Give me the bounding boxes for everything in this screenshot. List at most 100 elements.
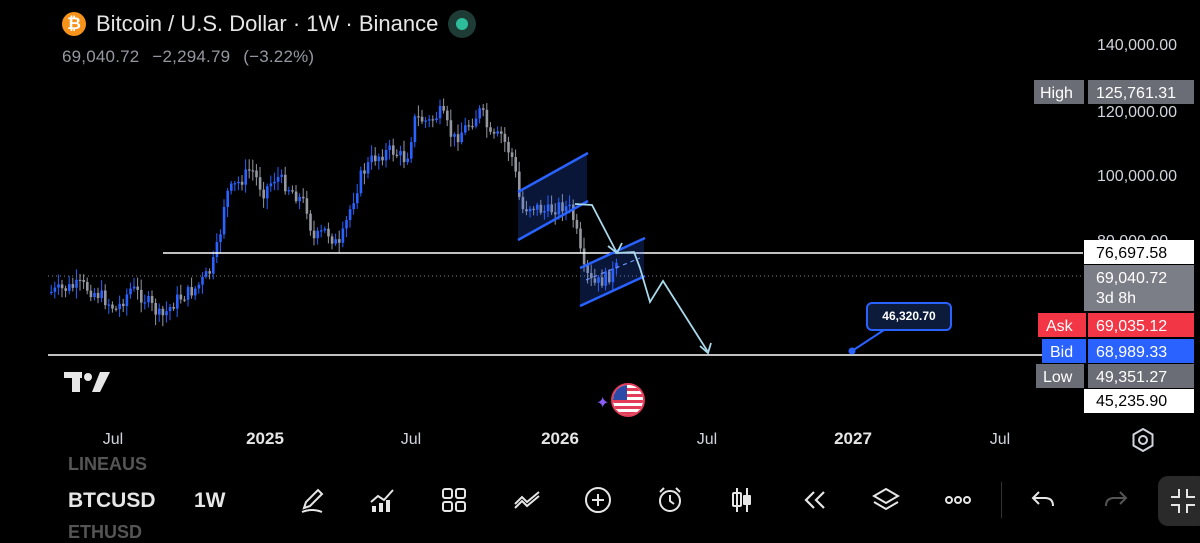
candle-body (431, 119, 435, 121)
time-tick: 2027 (834, 429, 872, 448)
candle-body (546, 204, 550, 212)
symbol-prev[interactable]: LINEAUS (68, 454, 148, 474)
tradingview-logo-icon (64, 372, 110, 392)
projected-path-arrow[interactable] (574, 203, 709, 353)
bear-flag-channel-1[interactable] (518, 153, 587, 240)
more-button[interactable] (938, 480, 978, 520)
symbol-title[interactable]: Bitcoin / U.S. Dollar · 1W · Binance (96, 11, 439, 36)
replay-button[interactable] (794, 480, 834, 520)
candle-body (471, 125, 474, 128)
candle-body (248, 169, 251, 171)
candle-body (237, 181, 240, 184)
candle-body (194, 288, 197, 296)
candle-body (284, 174, 287, 192)
candle-body (604, 271, 607, 286)
chart-type-button[interactable] (722, 480, 762, 520)
candle-body (615, 262, 618, 269)
indicators-icon (370, 489, 394, 512)
replay-icon (804, 491, 825, 509)
callout-anchor[interactable] (848, 347, 856, 355)
resistance-value: 76,697.58 (1096, 245, 1167, 262)
candle-body (179, 294, 183, 300)
channel-2-upper[interactable] (579, 236, 646, 270)
candle-body (568, 204, 571, 207)
candle-body (172, 307, 175, 309)
bar-countdown: 3d 8h (1096, 290, 1136, 307)
chart-area[interactable]: 46,320.70 140,000.00 120,000.00 100,000.… (0, 0, 1200, 460)
time-tick: Jul (697, 431, 717, 448)
low-value: 49,351.27 (1096, 369, 1167, 386)
channel-1-upper[interactable] (517, 151, 589, 194)
candle-body (500, 131, 503, 134)
candle-body (161, 308, 165, 316)
bear-flag-channel-2[interactable] (580, 238, 644, 306)
candle-body (453, 134, 456, 137)
candle-body (89, 290, 93, 298)
candle-body (428, 119, 431, 121)
candle-body (561, 202, 564, 212)
add-button[interactable] (578, 480, 618, 520)
channel-2-lower[interactable] (579, 274, 646, 308)
candle-body (323, 228, 327, 231)
chart-header[interactable]: ₿ Bitcoin / U.S. Dollar · 1W · Binance (62, 10, 477, 38)
candle-body (514, 157, 517, 172)
bid-value-bg (1088, 339, 1194, 363)
candle-body (474, 118, 478, 127)
candle-body (60, 284, 64, 289)
time-tick: Jul (990, 431, 1010, 448)
candle-body (291, 190, 294, 192)
time-tick: Jul (103, 431, 123, 448)
candle-body (57, 284, 60, 288)
candle-body (334, 239, 337, 244)
candle-body (255, 170, 258, 178)
layout-button[interactable] (434, 480, 474, 520)
target-callout[interactable] (866, 302, 952, 331)
arrowhead-end (699, 342, 712, 355)
candle-body (118, 303, 121, 310)
candle-type-icon (732, 488, 751, 512)
price-chart[interactable]: 46,320.70 140,000.00 120,000.00 100,000.… (0, 0, 1200, 460)
candle-body (183, 299, 186, 301)
candle-body (345, 220, 348, 229)
candle-body (374, 155, 377, 162)
candle-body (244, 169, 247, 185)
candle-body (420, 116, 424, 122)
bottom-toolbar[interactable]: LINEAUS BTCUSD ETHUSD 1W (0, 454, 1200, 542)
candle-body (125, 294, 129, 307)
candle-body (582, 248, 586, 265)
candle-body (438, 106, 442, 119)
candle-body (197, 284, 201, 289)
toolbar-divider (1001, 482, 1002, 518)
candle-body (165, 311, 168, 316)
compare-icon (514, 491, 540, 509)
candle-body (147, 295, 150, 303)
candle-body (132, 286, 136, 289)
interval-selector[interactable]: 1W (194, 489, 226, 512)
redo-button[interactable] (1096, 480, 1136, 520)
fullscreen-button[interactable] (1158, 476, 1200, 526)
symbol-selector[interactable]: BTCUSD (68, 489, 156, 512)
time-tick: Jul (401, 431, 421, 448)
candle-body (528, 208, 532, 212)
us-flag-icon[interactable] (611, 383, 645, 417)
layers-button[interactable] (866, 480, 906, 520)
candle-body (320, 230, 323, 232)
resistance-value-bg (1084, 240, 1194, 264)
candle-body (302, 196, 305, 199)
candle-body (399, 151, 402, 156)
candle-body (251, 170, 255, 172)
undo-button[interactable] (1023, 480, 1063, 520)
market-status-icon[interactable] (448, 10, 477, 38)
candle-body (485, 109, 489, 128)
chart-settings-icon[interactable] (1130, 427, 1156, 453)
symbol-next[interactable]: ETHUSD (68, 522, 143, 542)
compare-button[interactable] (507, 480, 547, 520)
drawing-tools-button[interactable] (292, 480, 332, 520)
indicators-button[interactable] (362, 480, 402, 520)
low-value-bg (1088, 364, 1194, 388)
bid-tag-bg (1042, 339, 1086, 363)
alert-button[interactable] (650, 480, 690, 520)
channel-1-lower[interactable] (517, 199, 589, 242)
price-tick: 100,000.00 (1097, 168, 1177, 185)
candle-body (579, 228, 582, 249)
